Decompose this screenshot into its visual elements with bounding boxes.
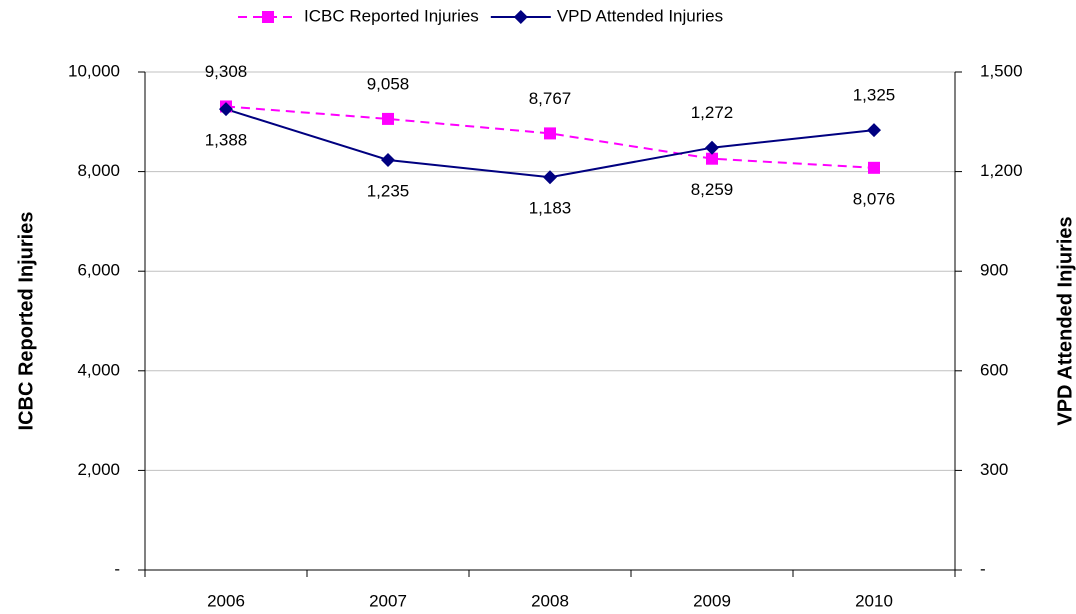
y2-axis-title: VPD Attended Injuries [1054, 216, 1076, 425]
marker [705, 140, 719, 155]
marker [219, 102, 233, 117]
y2-tick-label: 900 [980, 261, 1008, 280]
marker [706, 152, 718, 165]
y-tick-label: 8,000 [77, 161, 120, 180]
x-tick-label: 2007 [369, 591, 407, 610]
y2-tick-label: - [980, 559, 986, 578]
data-label: 8,767 [529, 89, 572, 108]
y2-tick-label: 300 [980, 460, 1008, 479]
x-tick-label: 2008 [531, 591, 569, 610]
y-tick-label: 4,000 [77, 360, 120, 379]
legend-label: VPD Attended Injuries [557, 6, 723, 25]
marker [868, 161, 880, 174]
y-tick-label: 2,000 [77, 460, 120, 479]
data-label: 1,325 [853, 86, 896, 105]
data-label: 1,235 [367, 181, 410, 200]
y2-tick-label: 1,200 [980, 161, 1023, 180]
y-tick-label: 10,000 [68, 61, 120, 80]
x-tick-label: 2010 [855, 591, 893, 610]
data-label: 9,308 [205, 62, 248, 81]
series-line [225, 108, 875, 179]
data-label: 1,388 [205, 131, 248, 150]
y-tick-label: - [114, 559, 120, 578]
y-axis-title: ICBC Reported Injuries [15, 212, 37, 431]
marker [543, 170, 557, 185]
data-label: 1,272 [691, 103, 734, 122]
series-line [225, 105, 875, 169]
legend-label: ICBC Reported Injuries [304, 6, 479, 25]
data-label: 1,183 [529, 199, 572, 218]
x-tick-label: 2006 [207, 591, 245, 610]
legend-marker [513, 10, 528, 24]
legend-marker [262, 11, 274, 23]
data-label: 8,076 [853, 189, 896, 208]
marker [544, 127, 556, 140]
y-tick-label: 6,000 [77, 261, 120, 280]
y2-tick-label: 600 [980, 360, 1008, 379]
marker [381, 152, 395, 167]
x-tick-label: 2009 [693, 591, 731, 610]
data-label: 9,058 [367, 74, 410, 93]
marker [867, 123, 881, 138]
y2-tick-label: 1,500 [980, 61, 1023, 80]
data-label: 8,259 [691, 180, 734, 199]
marker [382, 112, 394, 125]
